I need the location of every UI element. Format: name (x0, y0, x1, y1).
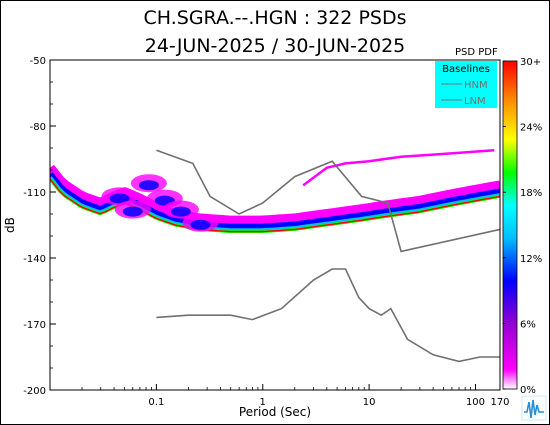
baseline-lnm (156, 268, 500, 363)
y-axis-label: dB (3, 217, 17, 233)
colorbar-tick-label: 18% (520, 188, 542, 199)
pdf-blob-core (170, 206, 191, 217)
x-tick-label: 1 (260, 397, 266, 408)
y-tick-label: -170 (23, 320, 46, 331)
x-tick-label: 0.1 (148, 397, 164, 408)
pdf-blob-core (138, 180, 159, 191)
y-axis: -50 -80 -110 -140 -170 -200 (23, 56, 56, 397)
pdf-blob-core (109, 193, 130, 204)
x-tick-label: 10 (363, 397, 376, 408)
pdf-upper-streak (302, 148, 495, 187)
chart-subtitle: 24-JUN-2025 / 30-JUN-2025 (144, 35, 406, 57)
baselines (156, 149, 500, 363)
x-tick-label: 170 (490, 397, 509, 408)
colorbar-tick-label: 24% (520, 123, 542, 134)
legend-hnm-label: HNM (464, 80, 488, 91)
colorbar (502, 60, 518, 390)
colorbar-title: PSD PDF (455, 47, 498, 58)
colorbar-tick-label: 6% (520, 319, 536, 330)
colorbar-tick-label: 12% (520, 254, 542, 265)
pdf-blob-core (122, 206, 143, 217)
seismo-logo-icon (521, 395, 547, 421)
x-tick-label: 100 (466, 397, 485, 408)
pdf-density (50, 148, 500, 234)
y-tick-label: -140 (23, 254, 46, 265)
plot-border (49, 59, 501, 391)
colorbar-tick-label: 30+ (520, 57, 541, 68)
colorbar-tick-label: 0% (520, 385, 536, 396)
y-tick-label: -110 (23, 188, 46, 199)
chart-title: CH.SGRA.--.HGN : 322 PSDs (143, 7, 407, 29)
pdf-blob-core (190, 219, 211, 230)
legend: Baselines HNM LNM (435, 61, 497, 108)
y-tick-label: -200 (23, 386, 46, 397)
y-tick-label: -80 (30, 122, 46, 133)
colorbar-ticks: 30+ 24% 18% 12% 6% 0% (503, 57, 542, 396)
baseline-hnm (156, 149, 500, 253)
legend-lnm-label: LNM (464, 96, 486, 107)
x-axis-label: Period (Sec) (239, 405, 311, 419)
legend-title: Baselines (442, 64, 490, 75)
x-axis: 0.1 1 10 100 170 (81, 384, 510, 408)
y-tick-label: -50 (30, 56, 46, 67)
